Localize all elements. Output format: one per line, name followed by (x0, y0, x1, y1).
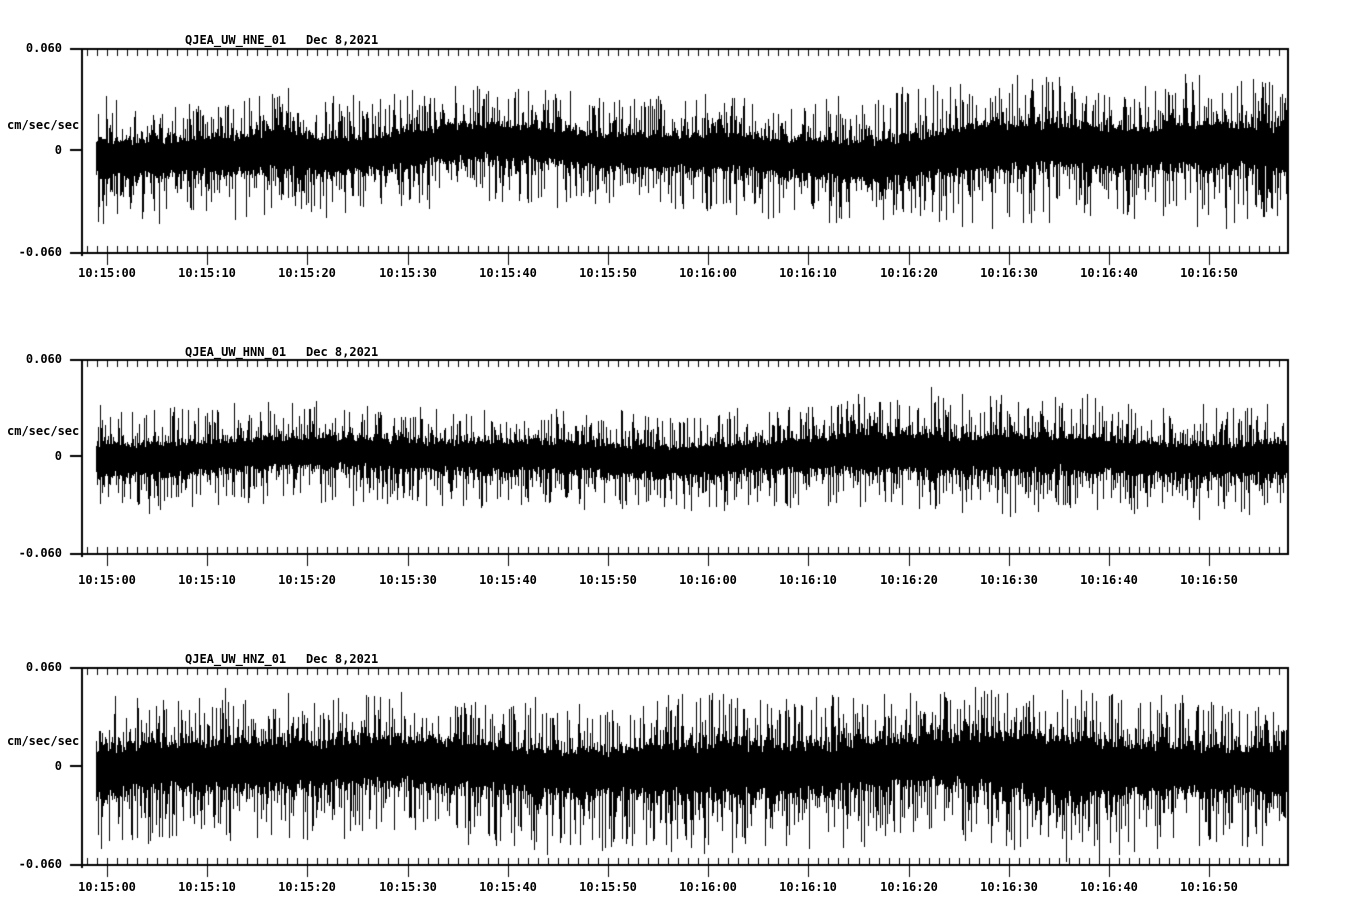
plot-title-date: Dec 8,2021 (306, 652, 379, 666)
x-tick-label: 10:16:10 (779, 266, 837, 280)
x-tick-label: 10:15:20 (278, 266, 336, 280)
x-tick-label: 10:15:30 (379, 573, 437, 587)
x-tick-label: 10:15:00 (78, 573, 136, 587)
x-tick-label: 10:15:00 (78, 880, 136, 894)
y-axis-unit-label: cm/sec/sec (7, 424, 80, 438)
x-tick-label: 10:16:20 (880, 880, 938, 894)
y-tick-label-bottom: -0.060 (18, 245, 62, 259)
y-tick-label-zero: 0 (54, 758, 62, 773)
y-tick-label-top: 0.060 (25, 41, 62, 55)
x-tick-label: 10:15:30 (379, 880, 437, 894)
plot-title-date: Dec 8,2021 (306, 33, 379, 47)
y-axis-unit-label: cm/sec/sec (7, 733, 80, 748)
plot-title-station: QJEA_UW_HNE_01 (185, 33, 287, 47)
x-tick-label: 10:15:10 (178, 266, 236, 280)
x-tick-label: 10:16:30 (980, 573, 1038, 587)
y-tick-label-top: 0.060 (25, 352, 62, 366)
y-tick-label-bottom: -0.060 (18, 546, 62, 560)
x-tick-label: 10:16:50 (1180, 880, 1238, 894)
x-tick-label: 10:16:20 (880, 266, 938, 280)
x-tick-label: 10:16:50 (1180, 266, 1238, 280)
x-tick-label: 10:15:50 (579, 573, 637, 587)
y-tick-label-bottom: -0.060 (18, 857, 62, 871)
y-tick-label-top: 0.060 (25, 660, 62, 674)
x-tick-label: 10:16:40 (1080, 266, 1138, 280)
x-tick-label: 10:15:50 (579, 880, 637, 894)
x-tick-label: 10:16:20 (880, 573, 938, 587)
x-tick-label: 10:16:10 (779, 880, 837, 894)
x-tick-label: 10:15:20 (278, 573, 336, 587)
x-tick-label: 10:16:30 (980, 880, 1038, 894)
x-tick-label: 10:16:00 (679, 880, 737, 894)
x-tick-label: 10:16:40 (1080, 573, 1138, 587)
y-axis-unit-label: cm/sec/sec (7, 118, 80, 132)
plot-title-station: QJEA_UW_HNZ_01 (185, 652, 287, 666)
x-tick-label: 10:15:40 (479, 573, 537, 587)
x-tick-label: 10:15:40 (479, 266, 537, 280)
x-tick-label: 10:15:50 (579, 266, 637, 280)
x-tick-label: 10:16:00 (679, 573, 737, 587)
x-tick-label: 10:16:00 (679, 266, 737, 280)
x-tick-label: 10:15:40 (479, 880, 537, 894)
y-tick-label-zero: 0 (54, 143, 62, 157)
x-tick-label: 10:16:30 (980, 266, 1038, 280)
x-tick-label: 10:15:10 (178, 573, 236, 587)
x-tick-label: 10:15:30 (379, 266, 437, 280)
plot-title-station: QJEA_UW_HNN_01 (185, 345, 287, 359)
plot-title-date: Dec 8,2021 (306, 345, 379, 359)
x-tick-label: 10:15:00 (78, 266, 136, 280)
y-tick-label-zero: 0 (54, 449, 62, 463)
x-tick-label: 10:15:10 (178, 880, 236, 894)
x-tick-label: 10:15:20 (278, 880, 336, 894)
x-tick-label: 10:16:10 (779, 573, 837, 587)
x-tick-label: 10:16:50 (1180, 573, 1238, 587)
x-tick-label: 10:16:40 (1080, 880, 1138, 894)
